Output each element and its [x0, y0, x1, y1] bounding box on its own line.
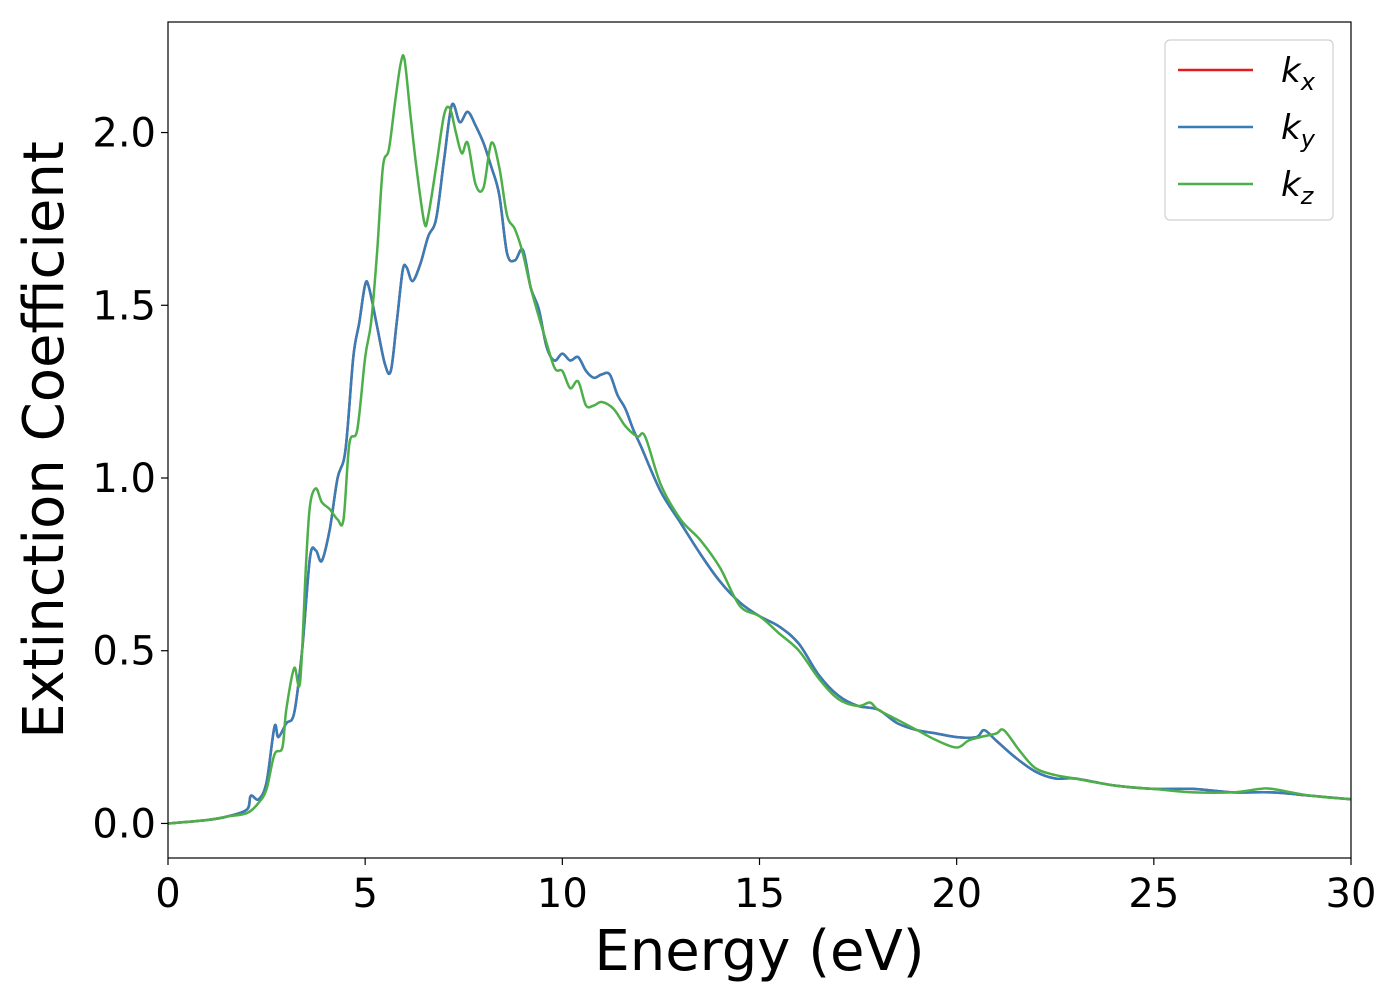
- y-tick-label: 0.5: [92, 629, 156, 675]
- x-axis-label: Energy (eV): [594, 919, 924, 984]
- legend-label-base: k: [1281, 51, 1302, 91]
- series-layer: [167, 54, 1352, 825]
- legend-label-base: k: [1281, 165, 1302, 205]
- legend-label-base: k: [1281, 108, 1302, 148]
- legend-box: [1164, 39, 1334, 221]
- legend-label-subscript: x: [1300, 68, 1316, 96]
- x-tick-label: 30: [1326, 871, 1377, 917]
- ticks-layer: 0 5 10 15 20 25 30 0.0 0.5 1.0 1.5 2.0: [92, 111, 1376, 917]
- legend-label-subscript: y: [1300, 125, 1316, 153]
- legend-label-subscript: z: [1300, 182, 1315, 210]
- x-tick-label: 25: [1128, 871, 1179, 917]
- legend-label-ky: ky: [1281, 108, 1316, 153]
- legend-label-kz: kz: [1281, 165, 1315, 210]
- x-tick-label: 10: [537, 871, 588, 917]
- series-line-kz: [167, 54, 1352, 825]
- x-tick-label: 20: [931, 871, 982, 917]
- x-tick-label: 15: [734, 871, 785, 917]
- legend-label-kx: kx: [1281, 51, 1316, 96]
- y-axis-label: Extinction Coefficient: [12, 141, 77, 739]
- y-tick-label: 1.5: [92, 283, 156, 329]
- x-tick-label: 0: [155, 871, 180, 917]
- x-tick-label: 5: [352, 871, 377, 917]
- y-tick-label: 0.0: [92, 801, 156, 847]
- y-tick-label: 2.0: [92, 111, 156, 157]
- y-tick-label: 1.0: [92, 456, 156, 502]
